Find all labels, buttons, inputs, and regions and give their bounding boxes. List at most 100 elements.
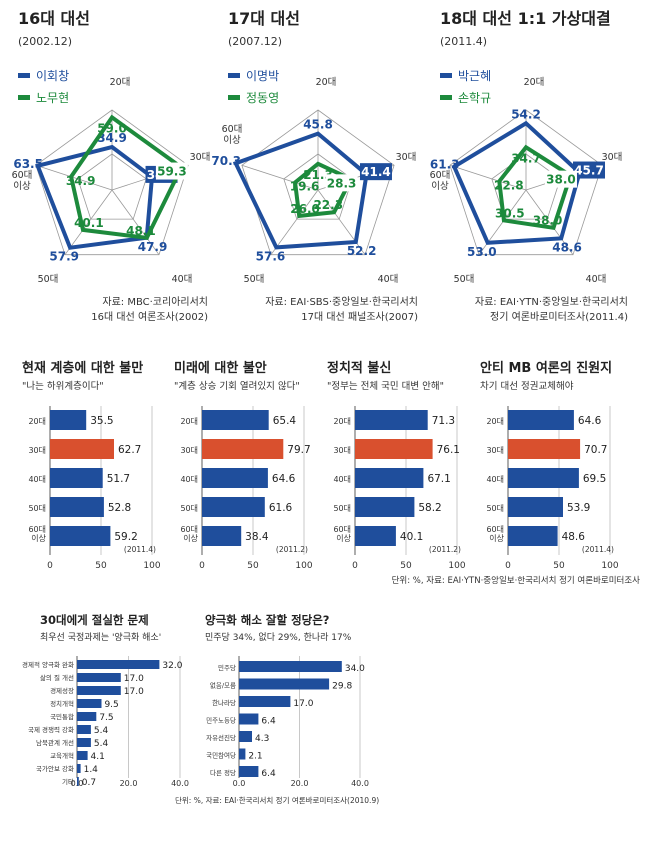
radar-value-label: 22.8 [494, 178, 524, 192]
bottom-tick-label: 0.0 [233, 779, 246, 788]
bottom-bar [239, 713, 259, 725]
radar-axis-label: 40대 [378, 274, 399, 285]
bottom-bar-value: 6.4 [261, 769, 276, 779]
bar-panel-title: 미래에 대한 불안 [174, 360, 267, 376]
bar-tick-label: 0 [352, 561, 358, 571]
bottom-tick-label: 40.0 [171, 779, 189, 788]
radar-chart-3: 18대 대선 1:1 가상대결 (2011.4) 54.2 45.7 48.6 53.0 6… [430, 9, 629, 323]
bottom-bar-value: 17.0 [293, 699, 313, 709]
bottom-bar-category: 다른 정당 [210, 768, 236, 777]
radar-spoke [64, 189, 113, 255]
legend-swatch-green [18, 95, 30, 100]
radar-value-badge [325, 174, 358, 192]
bottom-bar-value: 5.4 [94, 726, 109, 736]
bar-panel-2: 미래에 대한 불안 "계층 상승 기회 열려있지 않다" 65.4 20대 79.7 30… [174, 360, 313, 571]
radar-source: 자료: MBC·코리아리서치 [102, 296, 208, 308]
bar-value-label: 65.4 [273, 415, 297, 427]
bottom-bar-category: 경제성장 [50, 686, 74, 695]
bar-panel-subtitle: "정부는 전체 국민 대변 안해" [327, 380, 444, 392]
radar-value-label: 28.3 [327, 176, 357, 190]
bottom-tick-label: 20.0 [291, 779, 309, 788]
bottom-bar-category: 민주당 [218, 663, 236, 672]
radar-axis-label: 60대 이상 [430, 170, 451, 192]
bar-value-label: 69.5 [583, 473, 606, 485]
bottom-bar-value: 0.7 [82, 778, 96, 788]
bar [202, 468, 268, 488]
bar-tick-label: 100 [601, 561, 618, 571]
bar-category-label: 50대 [180, 504, 198, 513]
bar-value-label: 79.7 [287, 444, 310, 456]
bar-source-note: 단위: %, 자료: EAI·YTN·중앙일보·한국리서치 정기 여론바로미터조… [392, 575, 641, 586]
radar-axis-label: 50대 [454, 274, 475, 285]
bar [355, 439, 433, 459]
bar-value-label: 51.7 [107, 473, 130, 485]
bar-value-label: 64.6 [272, 473, 296, 485]
bar-category-label: 40대 [28, 475, 46, 484]
bar [202, 439, 284, 459]
bottom-bar [239, 748, 246, 760]
bar-tick-label: 50 [95, 561, 107, 571]
bar-category-label: 20대 [333, 417, 351, 426]
legend-label: 노무현 [36, 91, 69, 105]
bar-tick-label: 50 [553, 561, 565, 571]
bottom-bar-category: 민주노동당 [206, 716, 236, 725]
bar-value-label: 67.1 [427, 473, 450, 485]
radar-axis-label: 30대 [396, 152, 417, 163]
radar-axis-label: 20대 [110, 77, 131, 88]
bottom-bar-value: 34.0 [345, 664, 365, 674]
radar-value-badge [544, 170, 577, 188]
bar-value-label: 48.6 [562, 531, 586, 543]
bar-panel-date: (2011.2) [276, 545, 308, 554]
bottom-bar-category: 정치개혁 [50, 699, 74, 708]
bar [508, 468, 579, 488]
bottom-bar-value: 29.8 [332, 682, 352, 692]
legend-label: 정동영 [246, 91, 279, 105]
bar [355, 526, 396, 546]
bar-category-label: 40대 [333, 475, 351, 484]
radar-axis-label: 50대 [38, 274, 59, 285]
radar-grid-ring [449, 109, 603, 256]
radar-source: 자료: EAI·SBS·중앙일보·한국리서치 [265, 296, 418, 308]
bottom-bar-category: 국가안보 강화 [36, 764, 74, 773]
bar-category-label: 40대 [180, 475, 198, 484]
bar-category-label: 20대 [486, 417, 504, 426]
bottom-chart-subtitle: 최우선 국정과제는 '양극화 해소' [40, 632, 161, 643]
bottom-bar [77, 751, 88, 760]
bar [202, 410, 269, 430]
bottom-bar-chart-2: 양극화 해소 잘할 정당은? 민주당 34%, 없다 29%, 한나라 17% 34… [205, 613, 369, 788]
bar-tick-label: 100 [295, 561, 312, 571]
radar-value-label: 34.9 [97, 131, 127, 145]
radar-value-label: 59.0 [97, 121, 127, 135]
bar-category-label: 60대 이상 [180, 525, 198, 543]
radar-spoke [270, 189, 319, 255]
radar-series-blue [451, 120, 582, 245]
bottom-bar-value: 1.4 [84, 765, 99, 775]
legend-swatch-green [228, 95, 240, 100]
bar-category-label: 30대 [333, 446, 351, 455]
bar [50, 497, 104, 517]
bottom-bar-value: 9.5 [104, 700, 118, 710]
bottom-bar [77, 777, 79, 786]
bottom-bar [77, 764, 81, 773]
bottom-bar-category: 국제 경쟁력 강화 [28, 725, 74, 734]
bottom-bar-value: 17.0 [124, 674, 144, 684]
bar [50, 410, 87, 430]
radar-value-label: 38.0 [533, 214, 563, 228]
bar-value-label: 62.7 [118, 444, 141, 456]
bottom-bar-category: 남북관계 개선 [36, 738, 74, 747]
radar-value-label: 48.6 [552, 240, 582, 254]
bottom-tick-label: 20.0 [120, 779, 138, 788]
bar [50, 468, 103, 488]
radar-value-label: 34.7 [511, 151, 541, 165]
radar-value-label: 54.2 [511, 107, 541, 121]
radar-spoke [525, 189, 574, 255]
bar-category-label: 60대 이상 [333, 525, 351, 543]
radar-value-label: 45.7 [574, 164, 604, 178]
bar [50, 526, 111, 546]
radar-value-label: 26.0 [290, 202, 320, 216]
bar-category-label: 30대 [180, 446, 198, 455]
radar-axis-label: 60대 이상 [12, 170, 33, 192]
bottom-bar [239, 731, 252, 742]
bar-category-label: 50대 [28, 504, 46, 513]
